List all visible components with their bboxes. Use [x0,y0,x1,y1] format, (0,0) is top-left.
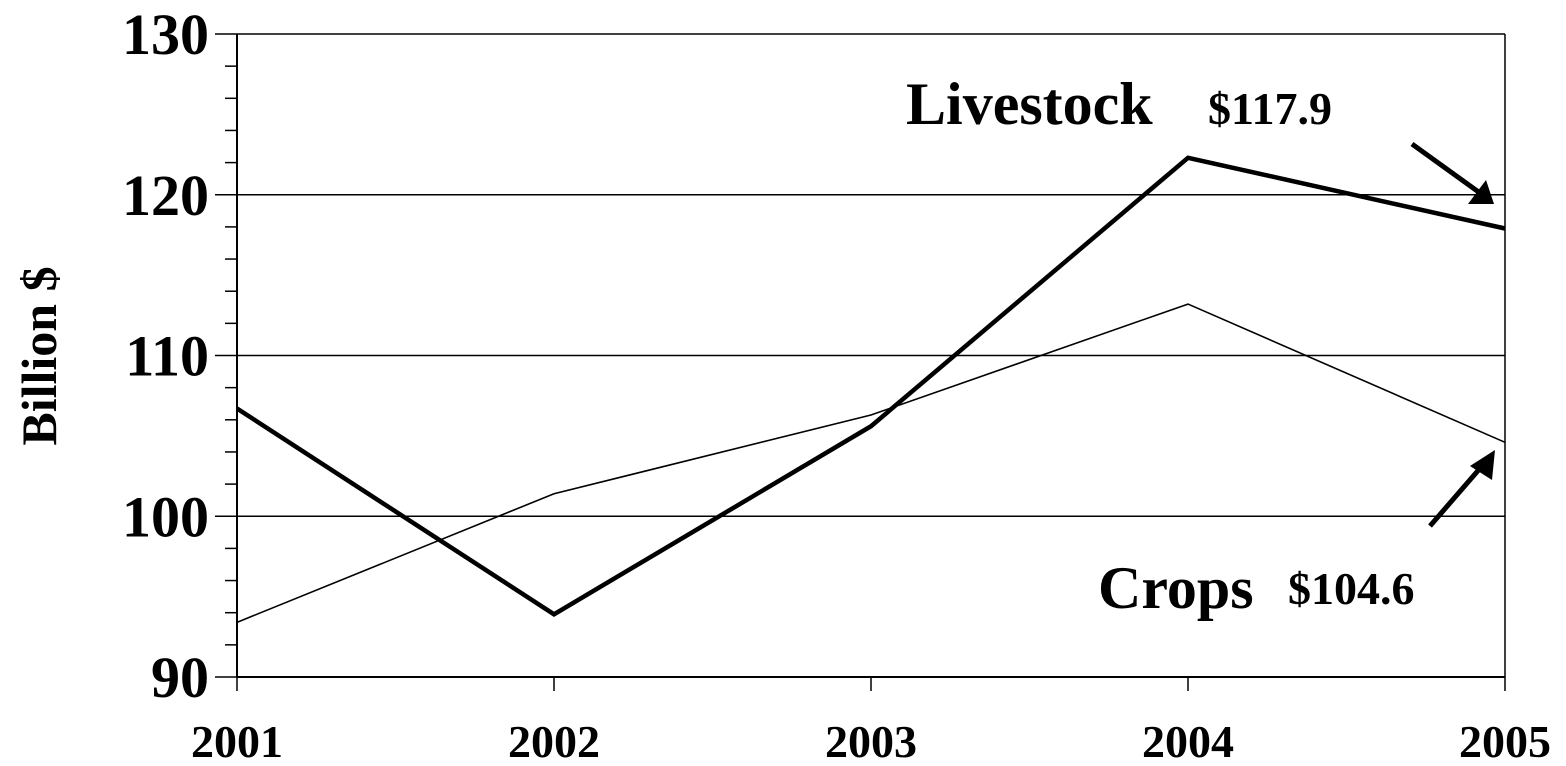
series-line-livestock [235,155,1506,617]
x-tick-label: 2004 [1142,716,1234,766]
arrow-head-crops [1470,450,1495,480]
x-tick-label: 2005 [1459,716,1551,766]
y-tick-label: 120 [122,163,209,228]
y-tick-label: 90 [151,645,209,710]
arrow-head-livestock [1468,180,1494,204]
value-label-livestock: $117.9 [1208,83,1332,134]
series-label-crops: Crops [1098,555,1254,621]
series-label-livestock: Livestock [906,71,1153,137]
gridlines [237,194,1505,517]
x-tick-label: 2002 [508,716,600,766]
arrow-shaft-crops [1428,464,1484,528]
y-tick-label: 130 [122,2,209,67]
series-annotations: Livestock $117.9 Crops $104.6 [906,71,1495,621]
x-tick-label: 2003 [825,716,917,766]
axes [215,33,1506,691]
series-lines [235,155,1506,624]
tick-labels: 90 100 110 120 130 2001 2002 2003 2004 2005 [122,2,1551,766]
series-line-crops [236,303,1506,624]
arrow-shaft-livestock [1410,141,1482,196]
x-tick-label: 2001 [191,716,283,766]
y-tick-label: 110 [125,324,209,389]
value-label-crops: $104.6 [1288,563,1415,614]
y-tick-label: 100 [122,484,209,549]
y-axis-title: Billion $ [11,266,67,445]
